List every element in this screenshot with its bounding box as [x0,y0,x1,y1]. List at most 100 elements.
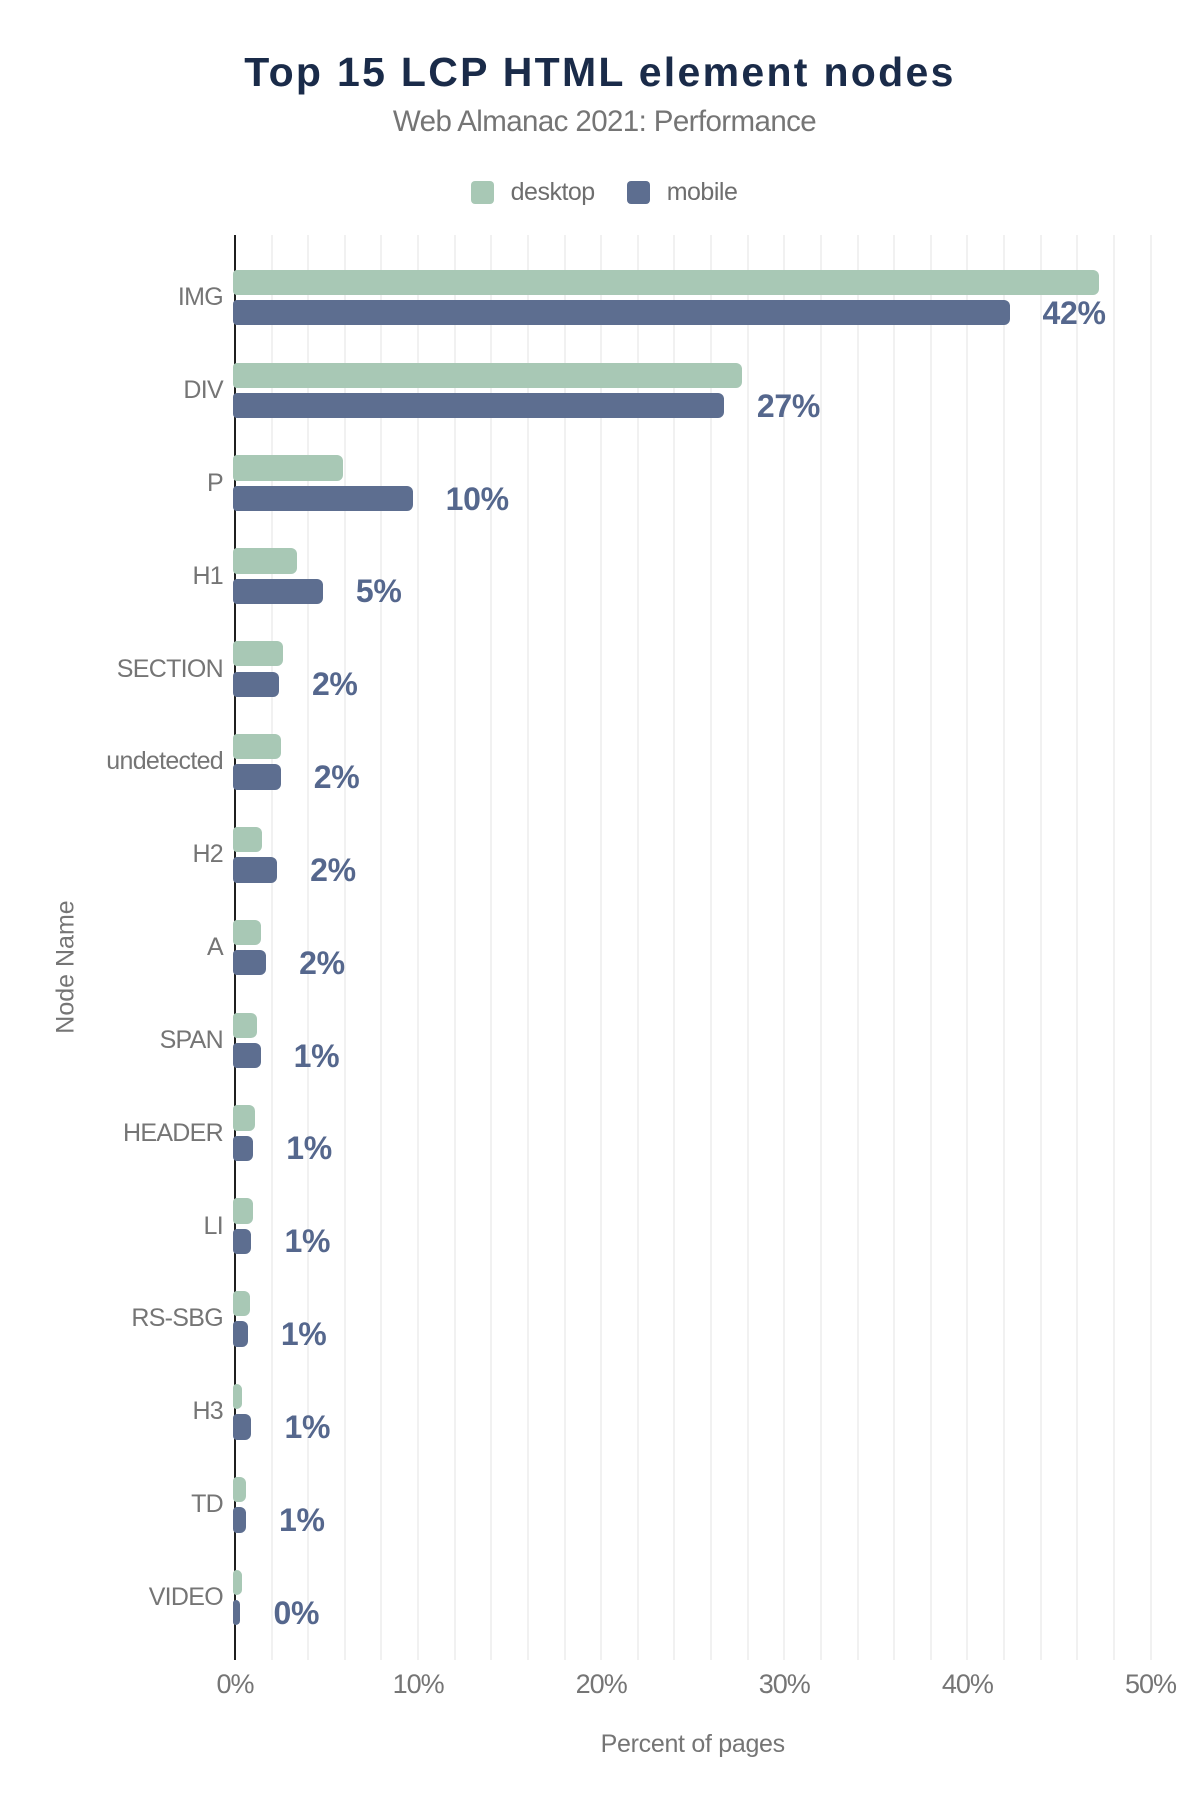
legend-label-desktop: desktop [510,177,596,206]
x-tick-20%: 20% [575,1669,628,1699]
category-label-A: A [207,933,224,962]
category-label-SECTION: SECTION [116,654,224,683]
bar-desktop-H3 [233,1383,243,1410]
bar-desktop-DIV [233,362,743,388]
category-label-DIV: DIV [183,375,223,404]
bar-mobile-LI [233,1228,252,1254]
value-label-RS-SBG: 1% [280,1316,327,1353]
legend-item-desktop: desktop [470,177,596,206]
gridline-12pct [453,235,456,1660]
x-tick-0%: 0% [216,1669,254,1699]
value-label-HEADER: 1% [286,1130,332,1167]
bar-mobile-IMG [233,300,1010,326]
value-label-H2: 2% [310,851,356,888]
x-tick-30%: 30% [758,1669,811,1699]
value-label-IMG: 42% [1042,294,1106,331]
gridline-32pct [819,235,822,1660]
legend-swatch-mobile [626,180,650,204]
bar-desktop-HEADER [233,1105,256,1131]
gridline-40pct [966,235,969,1660]
bar-mobile-SECTION [233,671,279,697]
category-label-H2: H2 [192,840,223,869]
gridline-6pct [343,235,346,1660]
bar-desktop-IMG [233,269,1100,296]
category-label-undetected: undetected [106,747,223,776]
bar-mobile-RS-SBG [233,1321,248,1347]
bar-mobile-undetected [233,764,281,790]
category-label-H1: H1 [192,561,223,590]
legend-label-mobile: mobile [666,177,738,206]
bar-mobile-TD [233,1507,246,1533]
bar-mobile-DIV [233,392,724,419]
x-tick-50%: 50% [1124,1669,1177,1699]
chart-subtitle: Web Almanac 2021: Performance [392,105,817,138]
y-axis-line [234,235,236,1660]
value-label-A: 2% [299,944,345,981]
gridline-22pct [636,235,639,1660]
category-label-IMG: IMG [177,283,224,312]
category-label-RS-SBG: RS-SBG [131,1304,223,1333]
gridline-2pct [270,235,273,1660]
bar-desktop-A [233,919,261,946]
legend: desktop mobile [8,177,1200,206]
value-label-H1: 5% [355,573,402,610]
legend-swatch-desktop [470,180,494,204]
gridline-42pct [1003,235,1006,1660]
gridline-34pct [856,235,859,1660]
bar-desktop-SPAN [233,1012,257,1038]
bar-desktop-H1 [233,548,298,574]
category-label-H3: H3 [192,1397,223,1426]
chart-title: Top 15 LCP HTML element nodes [244,49,956,95]
bar-mobile-P [233,485,413,512]
bar-mobile-A [233,950,267,976]
category-label-P: P [207,468,224,497]
gridline-20pct [600,235,603,1660]
category-label-VIDEO: VIDEO [148,1583,224,1611]
x-axis-title: Percent of pages [600,1730,786,1758]
gridline-46pct [1076,235,1079,1660]
bar-desktop-VIDEO [233,1569,243,1595]
bar-mobile-H3 [233,1414,252,1440]
value-label-TD: 1% [278,1501,325,1538]
value-label-DIV: 27% [756,387,821,424]
category-label-LI: LI [203,1211,224,1240]
bar-mobile-VIDEO [233,1600,241,1626]
gridline-10pct [417,235,420,1660]
bar-desktop-H2 [233,826,263,853]
bar-mobile-SPAN [233,1042,261,1069]
category-label-HEADER: HEADER [123,1118,224,1147]
value-label-H3: 1% [284,1409,331,1445]
value-label-undetected: 2% [313,759,360,796]
gridline-26pct [710,235,713,1660]
x-tick-40%: 40% [941,1669,994,1699]
y-axis-title: Node Name [51,900,80,1034]
bar-desktop-RS-SBG [233,1291,250,1317]
bar-mobile-H1 [233,578,323,605]
gridline-50pct [1149,235,1152,1660]
gridline-18pct [563,235,566,1660]
bar-desktop-LI [233,1198,254,1224]
gridline-4pct [307,235,310,1660]
gridline-14pct [490,235,493,1660]
bar-mobile-H2 [233,857,278,883]
value-label-SPAN: 1% [293,1037,340,1074]
gridline-30pct [783,235,786,1660]
gridline-48pct [1112,235,1115,1660]
gridline-36pct [893,235,896,1660]
legend-item-mobile: mobile [626,177,738,206]
bar-mobile-HEADER [233,1135,254,1162]
x-tick-10%: 10% [392,1669,445,1699]
bar-desktop-SECTION [233,641,283,667]
category-label-SPAN: SPAN [159,1025,224,1054]
gridline-28pct [746,235,749,1660]
bar-desktop-TD [233,1476,246,1503]
gridline-38pct [929,235,932,1660]
bar-desktop-P [233,455,344,481]
value-label-SECTION: 2% [311,666,358,703]
category-label-TD: TD [191,1490,224,1519]
gridline-24pct [673,235,676,1660]
bar-desktop-undetected [233,733,281,760]
gridline-16pct [526,235,529,1660]
